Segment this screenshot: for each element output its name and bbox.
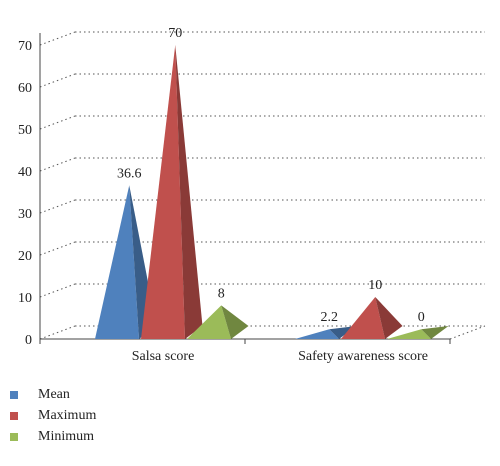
category-label-safety-awareness-score: Safety awareness score (298, 349, 428, 364)
y-tick-label: 40 (18, 165, 32, 180)
pyramid-minimum-salsa-score (187, 305, 249, 339)
pyramid-side-face (375, 297, 403, 339)
grid-diagonal (39, 283, 76, 298)
pyramid-marks (95, 45, 449, 339)
y-tick-label: 60 (18, 81, 32, 96)
legend-swatch-mean (10, 390, 18, 399)
pyramid-maximum-salsa-score (141, 45, 203, 339)
legend-label-mean: Mean (38, 386, 70, 402)
pyramid-maximum-safety-awareness-score (341, 297, 403, 339)
pyramid-side-face (175, 45, 203, 339)
legend-label-minimum: Minimum (38, 428, 95, 444)
pyramid-front-face (295, 329, 339, 339)
grid-diagonal (39, 241, 76, 256)
data-label-minimum-safety-awareness-score: 0 (418, 310, 425, 325)
data-label-maximum-salsa-score: 70 (168, 26, 182, 41)
legend-item-minimum: Minimum (10, 426, 96, 447)
legend-item-maximum: Maximum (10, 405, 96, 426)
data-label-minimum-salsa-score: 8 (218, 286, 225, 301)
data-labels: 36.6 70 8 2.2 10 0 (117, 26, 425, 325)
data-label-maximum-safety-awareness-score: 10 (368, 278, 382, 293)
y-tick-label: 0 (25, 333, 32, 348)
data-label-mean-safety-awareness-score: 2.2 (321, 310, 339, 325)
grid-diagonal (39, 325, 76, 340)
axes (39, 33, 451, 344)
pyramid-front-face (141, 45, 185, 339)
grid-diagonal (39, 157, 76, 172)
pyramid-front-face (387, 329, 431, 339)
pyramid-side-face (421, 326, 449, 339)
pyramid-front-face (95, 185, 139, 339)
grid-diagonal (39, 31, 76, 46)
y-axis-tick-labels: 0 10 20 30 40 50 60 70 (18, 39, 32, 348)
grid-diagonal (39, 199, 76, 214)
legend-swatch-minimum (10, 432, 18, 441)
category-label-salsa-score: Salsa score (132, 349, 195, 364)
y-tick-label: 10 (18, 291, 32, 306)
y-tick-label: 20 (18, 249, 32, 264)
pyramid-front-face (341, 297, 385, 339)
grid-diagonal (39, 73, 76, 88)
grid-diagonal (449, 325, 486, 340)
pyramid-side-face (221, 305, 249, 339)
y-tick-label: 70 (18, 39, 32, 54)
legend-label-maximum: Maximum (38, 407, 97, 423)
legend-swatch-maximum (10, 411, 18, 420)
data-label-mean-salsa-score: 36.6 (117, 166, 142, 181)
legend: Mean Maximum Minimum (10, 384, 96, 447)
pyramid-front-face (187, 305, 231, 339)
category-labels: Salsa score Safety awareness score (132, 349, 428, 364)
grid-diagonal (39, 115, 76, 130)
y-tick-label: 30 (18, 207, 32, 222)
y-tick-label: 50 (18, 123, 32, 138)
pyramid-minimum-safety-awareness-score (387, 326, 449, 339)
legend-item-mean: Mean (10, 384, 96, 405)
